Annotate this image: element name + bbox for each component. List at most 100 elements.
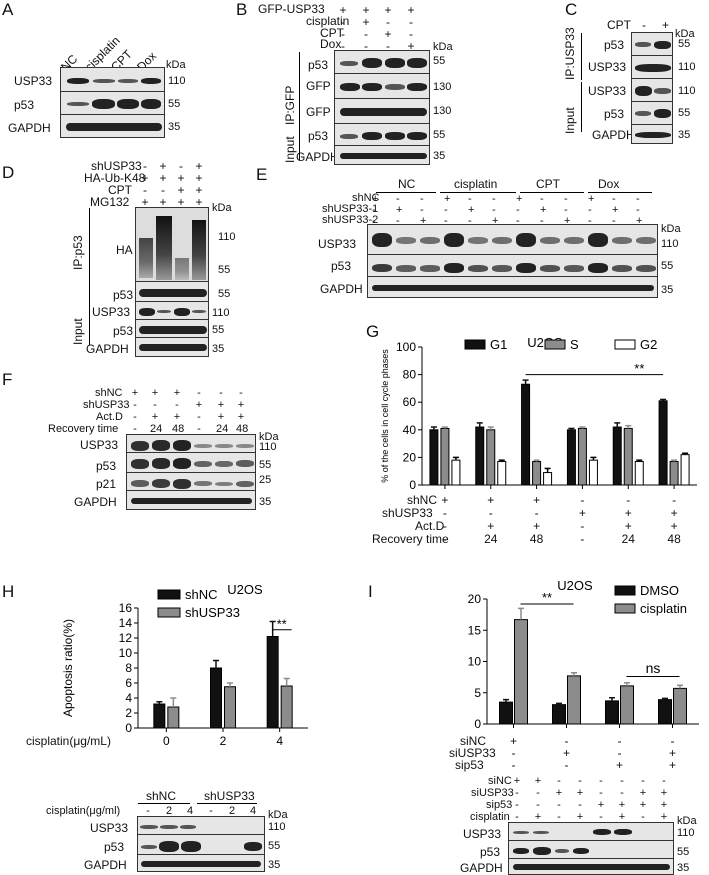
bar <box>552 704 566 725</box>
row-label: p53 <box>104 840 125 854</box>
blot-strip <box>631 124 673 144</box>
legend-label: cisplatin <box>640 601 687 616</box>
kda-marker: 130 <box>433 105 452 117</box>
cond-sign: 24 <box>216 423 229 435</box>
bar <box>266 636 279 729</box>
legend-swatch <box>157 607 181 618</box>
cond-label: GFP-USP33 <box>258 2 325 16</box>
cond-label: shUSP33 <box>382 506 433 520</box>
cond-sign: - <box>515 799 519 811</box>
row-label: USP33 <box>92 305 131 319</box>
cond-sign: - <box>626 493 631 507</box>
cond-label: CPT <box>607 18 631 32</box>
cond-sign: + <box>576 811 584 823</box>
cond-sign: + <box>372 193 379 205</box>
row-label: p53 <box>96 459 117 473</box>
cond-sign: + <box>177 171 185 185</box>
cond-sign: - <box>442 519 447 533</box>
cond-sign: 4 <box>186 805 194 817</box>
blot-strip <box>631 101 673 125</box>
cond-sign: - <box>420 193 424 205</box>
blot-strip <box>367 254 658 278</box>
row-label: GAPDH <box>8 121 51 135</box>
y-tick-label: 6 <box>125 676 132 690</box>
blot-strip <box>367 276 658 298</box>
cond-sign: - <box>620 787 624 799</box>
cond-sign: + <box>668 746 676 760</box>
ip-label: IP:GFP <box>283 85 297 125</box>
kda-marker: 130 <box>433 81 452 93</box>
cond-label: cisplatin <box>470 811 510 823</box>
cond-sign: + <box>420 215 427 227</box>
cond-sign: + <box>195 195 203 209</box>
legend-label: G2 <box>640 337 657 352</box>
y-tick-label: 10 <box>468 655 482 669</box>
kda-header: kDa <box>433 41 453 53</box>
cond-sign: - <box>536 787 540 799</box>
cond-sign: - <box>133 411 137 423</box>
blot-strip <box>135 301 209 321</box>
cond-sign: + <box>578 506 586 520</box>
blot-strip <box>137 834 265 856</box>
blot-strip <box>60 114 165 138</box>
bar <box>673 687 687 725</box>
kda-marker: 110 <box>212 307 230 319</box>
cond-sign: + <box>639 799 647 811</box>
cond-sign: + <box>533 493 541 507</box>
kda-marker: 110 <box>678 85 696 97</box>
y-tick-label: 100 <box>396 340 416 354</box>
blot-strip <box>334 73 430 99</box>
bar <box>658 699 672 725</box>
cond-sign: + <box>217 411 225 423</box>
sig-label: ns <box>646 660 661 676</box>
bar <box>429 429 439 486</box>
blot-strip <box>135 207 209 283</box>
kda-marker: 35 <box>677 862 690 874</box>
cond-sign: + <box>468 204 475 216</box>
row-label: p53 <box>14 98 35 112</box>
cond-sign: - <box>372 215 376 227</box>
cond-sign: - <box>197 411 201 423</box>
row-label: GFP <box>306 105 331 119</box>
blot-strip <box>334 50 430 74</box>
blot-strip <box>137 854 265 872</box>
row-label: p53 <box>308 58 329 72</box>
y-tick-label: 40 <box>403 423 417 437</box>
cond-sign: - <box>534 506 539 520</box>
row-label: p53 <box>480 845 501 859</box>
group-label: cisplatin <box>454 177 498 191</box>
cond-label: shNC <box>407 493 438 507</box>
kda-marker: 55 <box>218 288 231 300</box>
sig-label: ** <box>634 361 644 376</box>
bar <box>475 426 485 486</box>
kda-marker: 55 <box>677 846 690 858</box>
bar <box>210 667 222 729</box>
row-label: p21 <box>96 477 117 491</box>
cond-sign: + <box>668 758 676 772</box>
y-tick-label: 0 <box>474 717 481 731</box>
cond-sign: + <box>576 787 584 799</box>
cond-sign: + <box>534 811 542 823</box>
cond-sign: + <box>564 215 571 227</box>
kda-marker: 55 <box>212 324 225 336</box>
kda-header: kDa <box>661 223 681 235</box>
y-tick-label: 10 <box>119 646 133 660</box>
legend-swatch <box>614 585 636 596</box>
cond-label: HA-Ub-K48 <box>84 171 146 185</box>
cond-sign: - <box>396 193 400 205</box>
kda-marker: 110 <box>259 441 277 453</box>
kda-marker: 110 <box>677 827 695 839</box>
cond-sign: + <box>487 493 495 507</box>
kda-marker: 55 <box>678 38 691 50</box>
group-label: NC <box>398 177 416 191</box>
kda-marker: 35 <box>661 284 674 296</box>
y-tick-label: 0 <box>125 721 132 735</box>
cond-sign: - <box>444 215 448 227</box>
cond-sign: - <box>341 27 345 41</box>
cond-sign: + <box>195 159 203 173</box>
cond-sign: - <box>599 775 603 787</box>
cond-sign: - <box>636 204 640 216</box>
kda-marker: 110 <box>678 61 696 73</box>
cond-sign: - <box>564 193 568 205</box>
cond-sign: - <box>641 775 645 787</box>
